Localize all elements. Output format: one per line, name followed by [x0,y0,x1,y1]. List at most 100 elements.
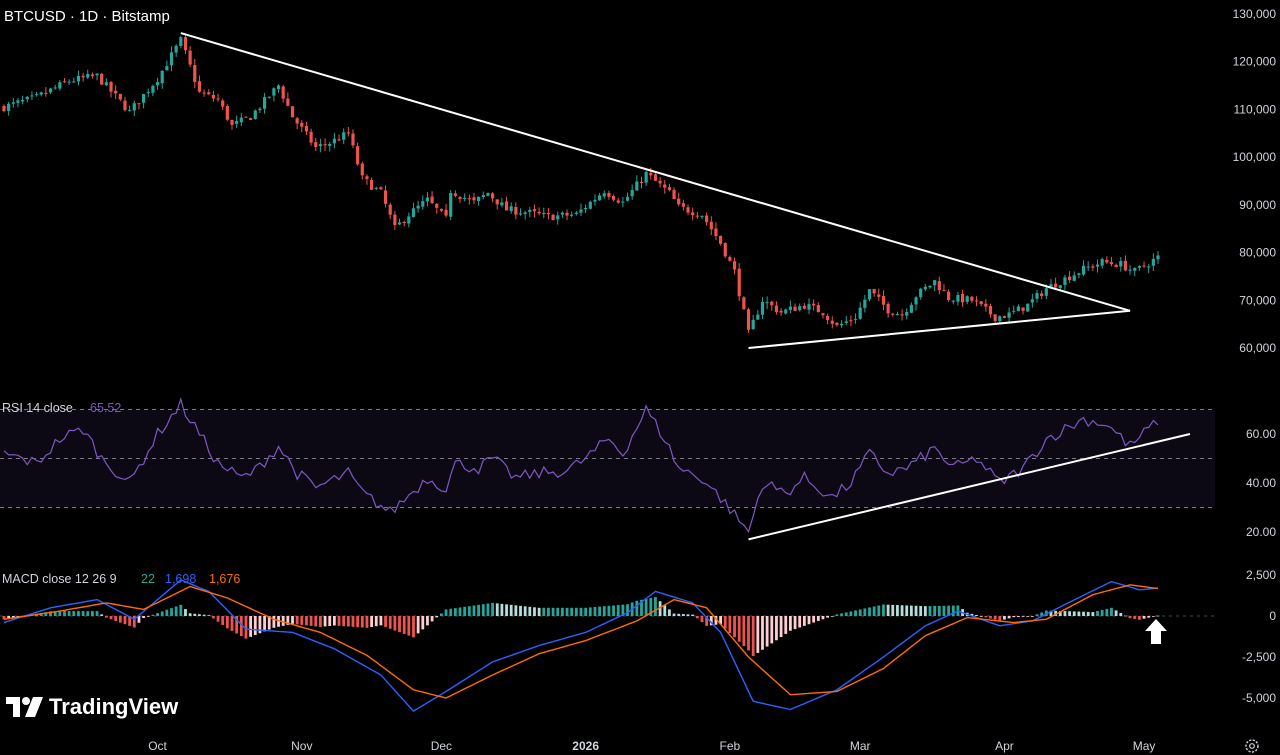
candle[interactable] [2,104,6,113]
macd-histogram-bar[interactable] [221,616,225,626]
candle[interactable] [1002,315,1007,319]
macd-histogram-bar[interactable] [751,616,755,657]
macd-histogram-bar[interactable] [1156,615,1160,617]
candle[interactable] [723,242,727,258]
macd-histogram-bar[interactable] [1058,610,1062,616]
macd-histogram-bar[interactable] [151,614,155,616]
candle[interactable] [714,222,718,241]
macd-histogram-bar[interactable] [1049,610,1053,616]
macd-tick-label[interactable]: 0 [1269,609,1276,623]
candle[interactable] [956,291,960,306]
candle[interactable] [658,176,662,188]
macd-histogram-bar[interactable] [1017,616,1020,617]
candle[interactable] [900,309,904,321]
candle[interactable] [663,180,667,194]
candle[interactable] [114,85,118,99]
macd-histogram-bar[interactable] [523,606,527,616]
candle[interactable] [1095,259,1100,273]
candle[interactable] [360,161,364,180]
macd-histogram-bar[interactable] [421,616,425,630]
macd-histogram-bar[interactable] [728,616,732,633]
candle[interactable] [881,290,886,311]
macd-histogram-bar[interactable] [216,616,220,622]
macd-histogram-bar[interactable] [416,616,420,634]
price-axis[interactable]: 130,000 120,000 110,000 100,000 90,000 80,000… [1233,7,1277,705]
macd-histogram-bar[interactable] [118,616,122,623]
candle[interactable] [30,91,34,100]
candle[interactable] [188,46,192,68]
macd-histogram-bar[interactable] [533,607,536,616]
macd-histogram-bar[interactable] [635,600,639,616]
candle[interactable] [779,308,783,316]
candle[interactable] [770,300,774,311]
macd-histogram-bar[interactable] [1110,607,1113,616]
candle[interactable] [276,84,281,93]
macd-histogram-bar[interactable] [668,609,671,616]
candle[interactable] [942,284,946,292]
macd-histogram-bar[interactable] [211,616,215,619]
candle[interactable] [225,104,229,122]
macd-histogram-bar[interactable] [793,616,797,630]
candle[interactable] [430,191,434,205]
rsi-tick-label[interactable]: 60.00 [1246,427,1276,441]
macd-histogram-bar[interactable] [891,604,895,616]
candle[interactable] [109,81,113,98]
candle[interactable] [267,96,271,99]
price-tick-label[interactable]: 60,000 [1239,341,1276,355]
candle[interactable] [253,109,257,120]
macd-histogram-bar[interactable] [156,613,159,616]
macd-histogram-bar[interactable] [267,616,271,630]
macd-histogram-bar[interactable] [388,616,392,629]
macd-histogram-bar[interactable] [295,616,299,625]
candle[interactable] [356,142,360,166]
time-tick-label[interactable]: Apr [995,739,1014,753]
macd-histogram-bar[interactable] [230,616,234,631]
macd-histogram-bar[interactable] [551,607,555,616]
macd-histogram-bar[interactable] [179,604,183,616]
macd-histogram-bar[interactable] [1151,616,1155,617]
macd-histogram-bar[interactable] [11,616,15,618]
candle[interactable] [1147,263,1151,274]
macd-tick-label[interactable]: -2,500 [1242,650,1276,664]
candle[interactable] [1086,261,1090,271]
macd-histogram-bar[interactable] [830,616,834,617]
price-tick-label[interactable]: 80,000 [1239,246,1276,260]
macd-histogram-bar[interactable] [844,612,848,616]
candle[interactable] [937,276,941,295]
macd-histogram-bar[interactable] [863,608,867,616]
candle[interactable] [216,93,220,102]
candle[interactable] [1035,289,1039,303]
macd-histogram-bar[interactable] [672,613,676,616]
candle[interactable] [323,138,327,151]
candle[interactable] [1123,255,1128,272]
macd-histogram-bar[interactable] [975,615,978,616]
macd-histogram-bar[interactable] [407,616,411,636]
candle[interactable] [844,316,848,326]
candle[interactable] [365,174,369,185]
candle[interactable] [58,79,62,91]
macd-histogram-bar[interactable] [1072,611,1076,616]
candle[interactable] [1114,263,1118,268]
macd-histogram-bar[interactable] [695,616,699,619]
macd-histogram-bar[interactable] [900,605,904,616]
candle[interactable] [146,88,150,98]
macd-histogram-bar[interactable] [477,604,481,616]
candle[interactable] [486,192,490,197]
macd-histogram-bar[interactable] [882,604,885,616]
macd-histogram-bar[interactable] [174,606,178,616]
macd-histogram-bar[interactable] [547,607,550,616]
candle[interactable] [691,207,695,221]
macd-histogram-bar[interactable] [733,616,736,638]
candle[interactable] [244,116,248,118]
candle[interactable] [44,87,48,97]
macd-histogram-bar[interactable] [198,614,201,616]
macd-histogram-bar[interactable] [542,607,546,616]
candle[interactable] [1016,304,1021,312]
candle[interactable] [532,204,537,218]
candle[interactable] [821,312,825,319]
macd-histogram-bar[interactable] [644,598,648,616]
macd-histogram-bar[interactable] [756,616,760,653]
macd-histogram-bar[interactable] [91,611,94,616]
candle[interactable] [449,190,453,221]
